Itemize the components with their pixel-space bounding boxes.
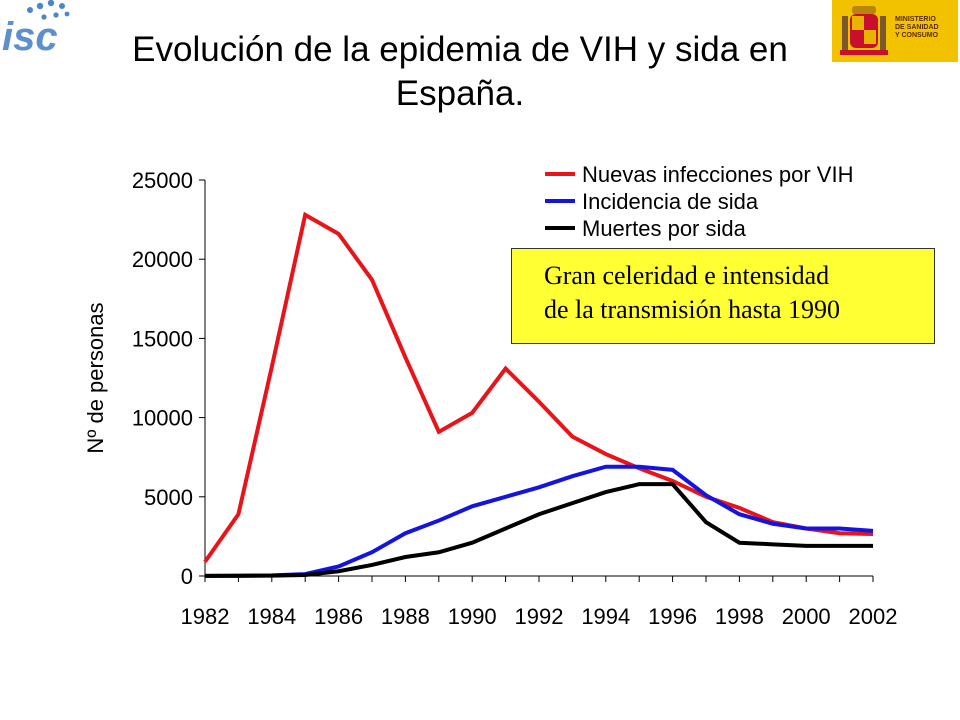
y-tick-label: 0 [181,564,193,589]
x-tick-label: 1982 [181,604,230,629]
y-tick-label: 20000 [132,247,193,272]
callout-line2: de la transmisión hasta 1990 [544,295,841,324]
series-line-2 [204,464,874,578]
isc-logo: isc [2,0,70,59]
page-title-line1: Evolución de la epidemia de VIH y sida e… [132,30,788,69]
x-tick-label: 1998 [715,604,764,629]
isc-logo-text: isc [2,15,58,59]
ministry-text: MINISTERIO DE SANIDAD Y CONSUMO [895,16,939,39]
y-tick-label: 10000 [132,406,193,431]
page-title: Evolución de la epidemia de VIH y sida e… [100,28,820,116]
x-tick-label: 1986 [314,604,363,629]
x-tick-label: 1996 [648,604,697,629]
ministry-logo: MINISTERIO DE SANIDAD Y CONSUMO [832,0,958,62]
legend-label-1: Nuevas infecciones por VIH [582,162,853,187]
callout-line1: Gran celeridad e intensidad [544,261,830,290]
x-tick-label: 2002 [849,604,898,629]
legend-label-3: Muertes por sida [582,216,747,241]
x-tick-label: 2000 [782,604,831,629]
x-tick-label: 1990 [448,604,497,629]
y-tick-label: 15000 [132,326,193,351]
y-tick-label: 5000 [144,485,193,510]
y-tick-label: 25000 [132,168,193,193]
series-line-1 [203,211,874,563]
callout-box: Gran celeridad e intensidad de la transm… [511,248,935,344]
page-title-line2: España. [395,74,525,113]
x-tick-label: 1994 [581,604,630,629]
x-tick-label: 1992 [515,604,564,629]
legend-label-2: Incidencia de sida [582,189,759,214]
chart-axes: 0 5000 10000 15000 20000 25000 1982 1984 1986 198… [132,168,898,629]
x-tick-label: 1984 [247,604,296,629]
x-tick-label: 1988 [381,604,430,629]
coat-of-arms-icon [840,6,888,55]
series-line-3 [204,482,873,578]
y-axis-label: Nº de personas [83,302,108,453]
chart-series [203,211,874,578]
